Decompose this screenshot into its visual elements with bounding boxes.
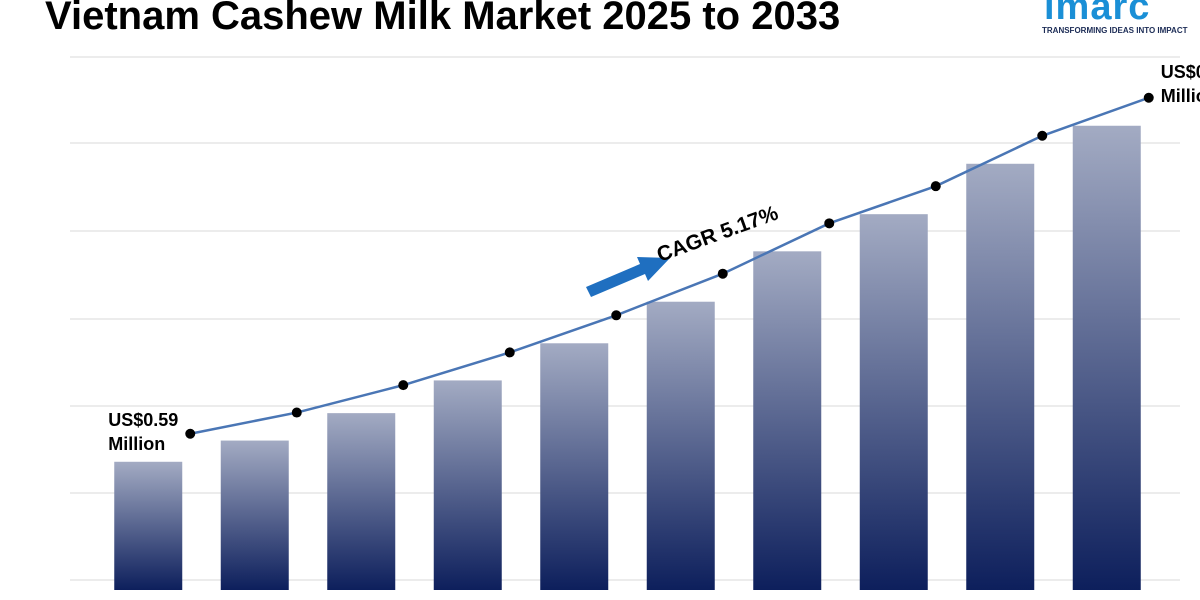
bar — [327, 413, 396, 590]
bar — [433, 380, 502, 590]
trend-point — [398, 380, 409, 391]
logo: imarc — [1044, 0, 1151, 28]
chart-title: Vietnam Cashew Milk Market 2025 to 2033 — [45, 0, 841, 38]
value-label: US$0.59 Million — [108, 409, 179, 454]
trend-point — [291, 407, 302, 418]
trend-point — [1143, 92, 1154, 103]
trend-point — [717, 268, 728, 279]
trend-point — [824, 218, 835, 229]
bar — [1072, 125, 1141, 590]
value-label: US$0.97 Million — [1160, 61, 1200, 106]
trend-point — [1037, 130, 1048, 141]
bar — [646, 301, 715, 590]
bar — [114, 461, 183, 590]
bar — [753, 251, 822, 590]
trend-point — [504, 347, 515, 358]
logo-tagline: TRANSFORMING IDEAS INTO IMPACT — [1042, 26, 1188, 35]
trend-point — [611, 310, 622, 321]
trend-line — [190, 96, 1150, 436]
bar — [540, 343, 609, 590]
bar — [966, 163, 1035, 590]
trend-point — [185, 428, 196, 439]
cagr-arrow — [586, 257, 670, 297]
bar — [220, 440, 289, 590]
trend-point — [930, 181, 941, 192]
bar — [859, 214, 928, 590]
